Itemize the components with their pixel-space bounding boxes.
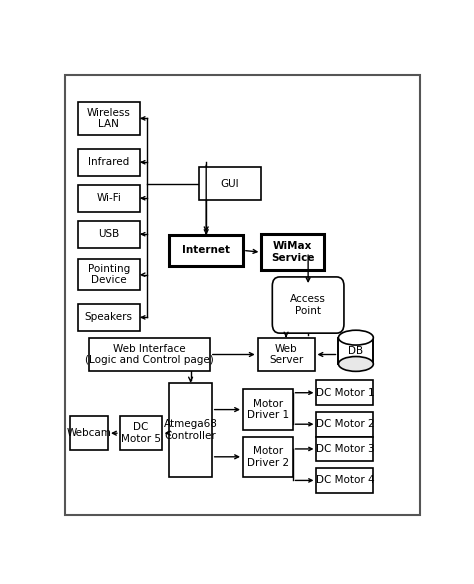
Text: Wireless
LAN: Wireless LAN [87,107,131,129]
FancyBboxPatch shape [169,383,212,477]
Text: Motor
Driver 1: Motor Driver 1 [246,399,289,420]
FancyBboxPatch shape [78,221,140,248]
Ellipse shape [338,356,374,371]
Text: WiMax
Service: WiMax Service [271,241,314,263]
FancyBboxPatch shape [243,437,292,477]
FancyBboxPatch shape [243,390,292,430]
Text: Motor
Driver 2: Motor Driver 2 [246,446,289,468]
FancyBboxPatch shape [169,235,243,266]
FancyBboxPatch shape [70,416,108,450]
Text: GUI: GUI [221,179,239,189]
Text: DC
Motor 5: DC Motor 5 [121,422,161,444]
FancyBboxPatch shape [78,149,140,176]
Ellipse shape [338,330,374,345]
Text: Wi-Fi: Wi-Fi [96,193,121,203]
Text: Pointing
Device: Pointing Device [88,264,130,286]
FancyBboxPatch shape [272,277,344,333]
Text: Internet: Internet [182,245,230,255]
FancyBboxPatch shape [316,468,374,493]
FancyBboxPatch shape [316,437,374,461]
Text: Atmega68
Controller: Atmega68 Controller [164,419,218,440]
FancyBboxPatch shape [78,102,140,135]
FancyBboxPatch shape [199,167,261,200]
FancyBboxPatch shape [258,338,315,371]
FancyBboxPatch shape [120,416,162,450]
Text: Access
Point: Access Point [290,294,326,316]
Text: DB: DB [348,346,364,356]
FancyBboxPatch shape [78,259,140,290]
Text: Webcam: Webcam [66,428,111,438]
FancyBboxPatch shape [89,338,210,371]
Text: DC Motor 1: DC Motor 1 [316,388,374,398]
Text: Infrared: Infrared [88,157,129,167]
FancyBboxPatch shape [78,304,140,331]
FancyBboxPatch shape [78,185,140,212]
Text: DC Motor 3: DC Motor 3 [316,444,374,454]
Text: DC Motor 2: DC Motor 2 [316,419,374,429]
FancyBboxPatch shape [316,380,374,405]
FancyBboxPatch shape [338,338,374,364]
Text: Web
Server: Web Server [269,344,303,366]
Text: Speakers: Speakers [85,312,133,322]
Text: DC Motor 4: DC Motor 4 [316,475,374,485]
Text: USB: USB [98,229,119,239]
FancyBboxPatch shape [261,234,324,270]
Text: Web Interface
(Logic and Control page): Web Interface (Logic and Control page) [85,344,214,366]
FancyBboxPatch shape [316,412,374,437]
